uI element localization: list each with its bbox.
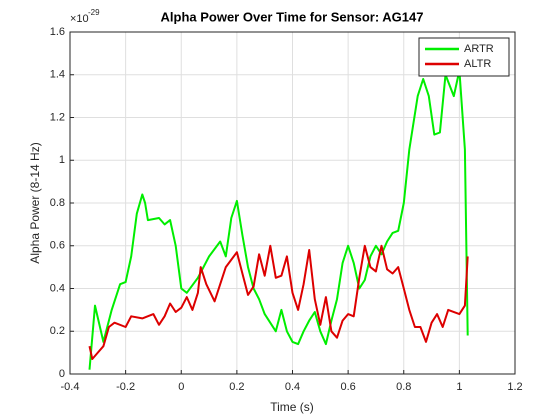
y-tick-label: 0	[59, 368, 65, 380]
y-multiplier-base: ×10	[70, 13, 89, 25]
x-tick-label: 0.2	[229, 381, 244, 393]
x-tick-label: 0.6	[340, 381, 355, 393]
y-tick-label: 1.6	[50, 26, 65, 38]
legend-label: ALTR	[464, 58, 491, 70]
x-tick-label: 0	[178, 381, 184, 393]
series-line	[88, 244, 469, 360]
x-tick-label: -0.2	[116, 381, 135, 393]
plot-lines	[88, 69, 469, 370]
x-tick-label: 0.8	[396, 381, 411, 393]
y-multiplier-exponent: -29	[88, 8, 100, 17]
series-line	[88, 69, 469, 370]
legend-box	[418, 37, 510, 77]
y-tick-label: 0.2	[50, 325, 65, 337]
y-tick-label: 0.6	[50, 240, 65, 252]
legend: ARTR ALTR	[418, 37, 510, 77]
x-tick-label: 1.2	[507, 381, 522, 393]
y-tick-label: 1.2	[50, 111, 65, 123]
x-axis-label: Time (s)	[270, 400, 314, 414]
y-axis-label: Alpha Power (8-14 Hz)	[28, 142, 42, 263]
y-tick-label: 1.4	[50, 69, 65, 81]
legend-label: ARTR	[464, 43, 494, 55]
y-tick-label: 1	[59, 154, 65, 166]
x-tick-label: -0.4	[61, 381, 80, 393]
x-tick-label: 0.4	[285, 381, 300, 393]
y-tick-label: 0.4	[50, 282, 65, 294]
y-tick-label: 0.8	[50, 197, 65, 209]
x-tick-label: 1	[456, 381, 462, 393]
chart-title: Alpha Power Over Time for Sensor: AG147	[161, 9, 424, 24]
